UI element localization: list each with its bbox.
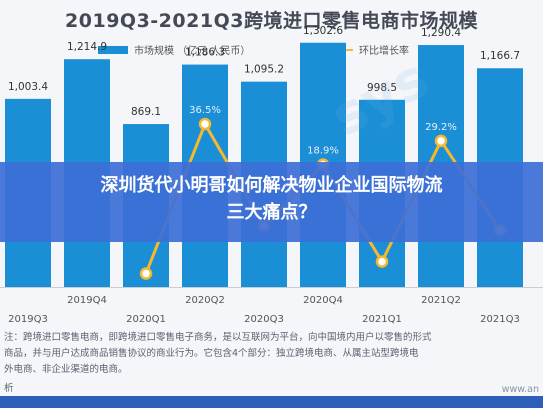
bar-value-label-2019Q3: 1,003.4 [8,81,48,93]
headline-line-2: 三大痛点？ [226,202,317,223]
bar-value-label-2020Q4: 1,302.6 [303,25,343,37]
x-tick-label-2020Q4: 2020Q4 [303,295,343,306]
growth-label-2020Q4: 18.9% [307,146,339,157]
legend-label-bars: 市场规模 （亿元 人民币） [134,46,251,57]
growth-point-2020Q1 [139,267,153,280]
x-tick-label-2020Q3: 2020Q3 [244,314,284,325]
growth-point-2020Q2 [198,117,212,131]
footnote-line-2: 商品，并与用户达成商品销售协议的商业行为。它包含4个部分：独立跨境电商、从属主站… [4,348,419,359]
chart-title: 2019Q3-2021Q3跨境进口零售电商市场规模 [65,10,478,32]
headline-overlay [0,162,543,242]
bar-value-label-2021Q2: 1,290.4 [421,27,461,39]
x-tick-label-2020Q1: 2020Q1 [126,314,166,325]
bar-value-label-2019Q4: 1,214.9 [67,41,107,53]
x-tick-label-2021Q1: 2021Q1 [362,314,402,325]
footnote: 注：跨境进口零售电商，即跨境进口零售电子商务，是以互联网为平台，向中国境内用户以… [0,330,543,380]
bottom-bar [0,396,543,408]
x-tick-label-2019Q3: 2019Q3 [8,314,48,325]
bar-value-label-2021Q3: 1,166.7 [480,50,520,62]
x-tick-label-2021Q2: 2021Q2 [421,295,461,306]
x-tick-label-2020Q2: 2020Q2 [185,295,225,306]
growth-label-2021Q2: 29.2% [425,122,457,133]
source-label: 析 [4,383,14,394]
source-watermark: www.an [501,384,539,395]
x-tick-label-2019Q4: 2019Q4 [67,295,107,306]
bar-value-label-2020Q1: 869.1 [131,106,161,118]
legend-item-bars: 市场规模 （亿元 人民币） [98,42,250,57]
bar-value-label-2020Q3: 1,095.2 [244,64,284,76]
growth-point-2021Q2 [434,134,448,148]
footnote-line-1: 注：跨境进口零售电商，即跨境进口零售电子商务，是以互联网为平台，向中国境内用户以… [4,332,432,343]
headline-line-1: 深圳货代小明哥如何解决物业企业国际物流 [100,175,443,196]
x-tick-label-2021Q3: 2021Q3 [480,314,520,325]
bar-value-label-2021Q1: 998.5 [367,82,397,94]
bar-value-label-2020Q2: 1,186.3 [185,47,225,59]
legend-bar-swatch [98,45,128,54]
headline-text: 深圳货代小明哥如何解决物业企业国际物流 三大痛点？ [10,172,533,226]
growth-point-2021Q1 [375,255,389,268]
growth-label-2020Q2: 36.5% [189,105,221,116]
footnote-line-3: 外电商、非企业渠道的电商。 [4,364,128,375]
legend-label-line: 环比增长率 [359,46,409,57]
